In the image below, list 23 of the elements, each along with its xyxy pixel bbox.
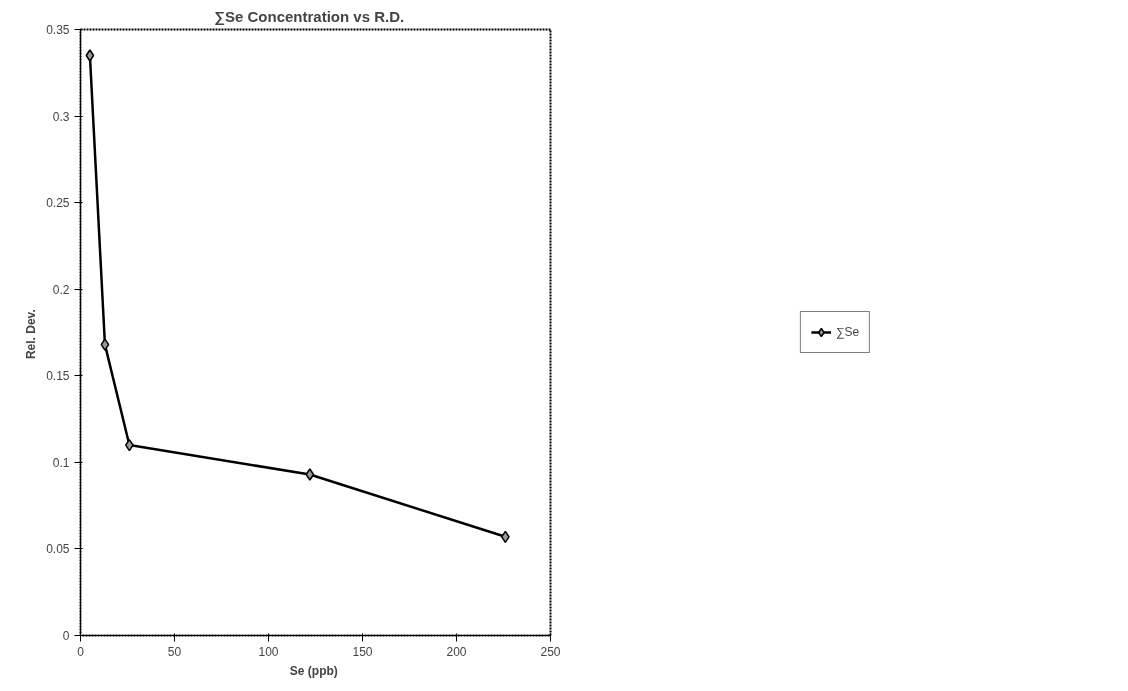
point <box>124 438 134 452</box>
x-axis-title: Se (ppb) <box>289 663 338 678</box>
x-tick-label: 150 <box>352 644 373 659</box>
y-tick-label: 0 <box>62 629 70 643</box>
y-tick-label: 0.2 <box>52 282 70 297</box>
x-tick-label: 100 <box>258 644 279 659</box>
y-tick-label: 0.05 <box>46 542 70 557</box>
x-tick-label: 200 <box>446 644 467 659</box>
point <box>85 49 95 62</box>
y-tick-label: 0.15 <box>46 369 70 384</box>
x-tick-label: 250 <box>540 644 561 659</box>
legend-label: ∑Se <box>835 325 860 339</box>
x-tick-label: 50 <box>167 644 182 659</box>
point <box>100 338 110 351</box>
y-axis-title: Rel. Dev. <box>24 309 39 360</box>
y-tick-label: 0.1 <box>52 455 70 470</box>
x-tick-label: 0 <box>77 644 85 659</box>
y-tick-label: 0.3 <box>52 109 70 124</box>
y-tick-label: 0.35 <box>46 23 70 37</box>
chart-title: ∑Se Concentration vs R.D. <box>214 7 405 26</box>
point <box>305 468 315 481</box>
y-tick-label: 0.25 <box>46 196 70 211</box>
point <box>500 530 510 544</box>
